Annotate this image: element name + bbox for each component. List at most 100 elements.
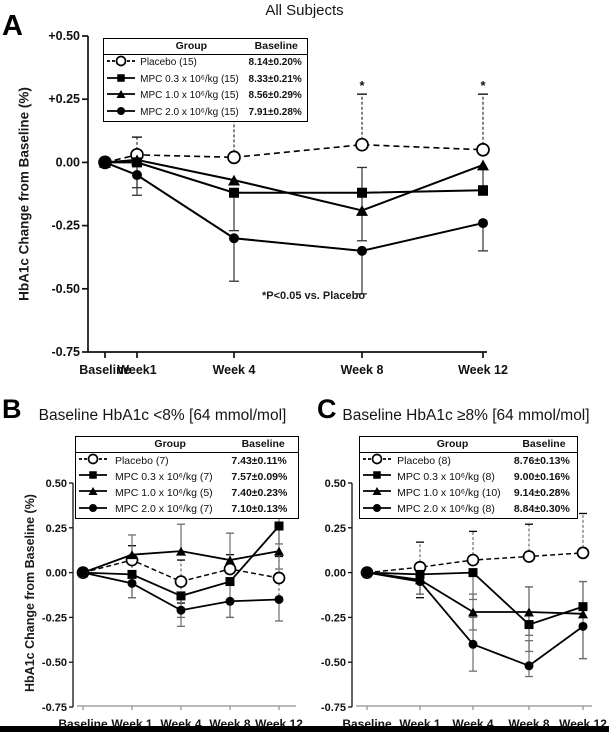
open-circle-legend-icon xyxy=(107,55,135,67)
legend-header-row: Group Baseline xyxy=(103,38,308,56)
legend-group-header: Group xyxy=(137,38,246,56)
legend-row: MPC 0.3 x 10⁶/kg (15) 8.33±0.21% xyxy=(104,72,308,89)
legend-symbol-header xyxy=(359,436,395,454)
filled-circle-legend-icon xyxy=(79,503,107,512)
legend-row: MPC 1.0 x 10⁶/kg (15) 8.56±0.29% xyxy=(104,88,308,105)
legend-group-label: MPC 0.3 x 10⁶/kg (7) xyxy=(114,470,213,483)
panel-c-letter: C xyxy=(317,394,337,424)
legend-group-label: Placebo (8) xyxy=(397,454,451,467)
legend-symbol-cell xyxy=(76,502,112,519)
filled-triangle-legend-icon xyxy=(363,487,391,496)
legend-symbol-cell xyxy=(360,469,395,485)
legend-baseline-value: 8.76±0.13% xyxy=(513,454,570,467)
legend-row: MPC 0.3 x 10⁶/kg (8) 9.00±0.16% xyxy=(360,469,578,485)
panel-A-markers-3 xyxy=(100,157,488,256)
svg-text:-0.25: -0.25 xyxy=(52,219,81,233)
filled-triangle-legend-icon xyxy=(79,487,107,496)
legend-symbol-cell xyxy=(76,469,112,485)
panel-B-markers-3 xyxy=(78,568,284,615)
svg-text:*: * xyxy=(359,78,365,93)
legend-row: MPC 2.0 x 10⁶/kg (8) 8.84±0.30% xyxy=(360,502,578,519)
legend-symbol-cell xyxy=(104,55,138,72)
svg-text:*: * xyxy=(480,78,486,93)
legend-symbol-cell xyxy=(76,485,112,501)
panel-C-markers-3 xyxy=(362,568,588,671)
legend-row: Placebo (8) 8.76±0.13% xyxy=(360,453,578,470)
open-circle-legend-icon xyxy=(363,453,391,465)
legend-group-label: MPC 1.0 x 10⁶/kg (10) xyxy=(397,486,501,499)
svg-text:0.00: 0.00 xyxy=(46,568,67,580)
panel-A-series-1 xyxy=(105,161,484,242)
legend-group-label: Placebo (7) xyxy=(114,454,169,467)
legend-group-label: MPC 1.0 x 10⁶/kg (15) xyxy=(140,90,239,102)
filled-square-legend-icon xyxy=(363,471,391,479)
panel-c-legend: Group Baseline Placebo (8) 8.76±0.13% MPC 0.… xyxy=(359,436,578,519)
legend-baseline-header: Baseline xyxy=(228,436,299,454)
legend-symbol-cell xyxy=(360,485,395,501)
panel-b-legend: Group Baseline Placebo (7) 7.43±0.11% MPC 0.… xyxy=(75,436,299,519)
legend-baseline-value: 7.91±0.28% xyxy=(248,106,302,118)
svg-text:-0.50: -0.50 xyxy=(42,657,67,669)
panel-b-letter: B xyxy=(2,394,22,424)
legend-group-header: Group xyxy=(111,436,229,454)
legend-group-label: MPC 2.0 x 10⁶/kg (8) xyxy=(397,503,495,515)
legend-baseline-header: Baseline xyxy=(245,38,308,56)
legend-symbol-cell xyxy=(360,453,395,470)
legend-baseline-value: 7.43±0.11% xyxy=(231,454,287,467)
filled-square-legend-icon xyxy=(79,471,107,479)
svg-text:0.25: 0.25 xyxy=(325,523,346,535)
panel-b-title: Baseline HbA1c <8% [64 mmol/mol] xyxy=(38,407,287,424)
open-circle-legend-icon xyxy=(79,453,107,465)
panel-B-series-2 xyxy=(82,523,283,574)
legend-group-header: Group xyxy=(394,436,511,454)
filled-circle-legend-icon xyxy=(107,106,135,115)
svg-text:Week1: Week1 xyxy=(117,363,156,377)
legend-symbol-cell xyxy=(104,72,138,89)
legend-row: Placebo (15) 8.14±0.20% xyxy=(104,55,308,72)
svg-text:-0.75: -0.75 xyxy=(52,345,81,359)
panel-a-letter: A xyxy=(2,10,23,42)
panel-a-title: All Subjects xyxy=(265,2,344,19)
legend-row: MPC 1.0 x 10⁶/kg (5) 7.40±0.23% xyxy=(76,485,299,501)
legend-row: MPC 1.0 x 10⁶/kg (10) 9.14±0.28% xyxy=(360,485,578,501)
svg-text:-0.75: -0.75 xyxy=(321,702,346,714)
filled-triangle-legend-icon xyxy=(107,90,135,99)
legend-group-label: MPC 2.0 x 10⁶/kg (15) xyxy=(140,106,239,118)
svg-text:-0.50: -0.50 xyxy=(52,282,81,296)
panel-A-series-2 xyxy=(104,158,488,212)
legend-symbol-cell xyxy=(104,105,138,122)
legend-baseline-value: 7.57±0.09% xyxy=(231,470,288,483)
legend-row: MPC 2.0 x 10⁶/kg (15) 7.91±0.28% xyxy=(104,105,308,122)
panel-A-plot: +0.50+0.250.00-0.25-0.50-0.75BaselineWee… xyxy=(48,29,508,377)
panel-C-series-3 xyxy=(366,571,587,678)
legend-baseline-value: 8.56±0.29% xyxy=(248,90,302,102)
legend-group-label: MPC 0.3 x 10⁶/kg (8) xyxy=(397,470,495,483)
svg-text:-0.25: -0.25 xyxy=(321,612,346,624)
svg-text:0.50: 0.50 xyxy=(325,478,346,490)
svg-text:0.50: 0.50 xyxy=(46,478,67,490)
legend-group-label: MPC 0.3 x 10⁶/kg (15) xyxy=(140,73,239,85)
svg-text:-0.75: -0.75 xyxy=(42,702,67,714)
legend-symbol-cell xyxy=(360,502,395,519)
svg-text:Week 12: Week 12 xyxy=(458,363,508,377)
svg-text:Baseline: Baseline xyxy=(79,363,130,377)
panel-a-ylabel: HbA1c Change from Baseline (%) xyxy=(16,87,32,301)
legend-baseline-header: Baseline xyxy=(510,436,578,454)
legend-baseline-value: 8.14±0.20% xyxy=(248,57,302,69)
legend-group-label: Placebo (15) xyxy=(140,57,197,69)
panel-b-ylabel: HbA1c Change from Baseline (%) xyxy=(23,494,37,692)
legend-row: MPC 0.3 x 10⁶/kg (7) 7.57±0.09% xyxy=(76,469,299,485)
legend-baseline-value: 9.00±0.16% xyxy=(513,470,570,483)
panel-A-series-3 xyxy=(104,161,488,295)
legend-symbol-header xyxy=(103,38,138,56)
legend-symbol-cell xyxy=(76,453,112,470)
panel-c-title: Baseline HbA1c ≥8% [64 mmol/mol] xyxy=(342,407,590,424)
svg-text:Week 8: Week 8 xyxy=(341,363,384,377)
panel-a-legend: Group Baseline Placebo (15) 8.14±0.20% MPC 0… xyxy=(103,38,308,123)
legend-symbol-header xyxy=(75,436,112,454)
filled-square-legend-icon xyxy=(107,73,135,82)
legend-header-row: Group Baseline xyxy=(75,436,299,454)
svg-text:-0.25: -0.25 xyxy=(42,612,67,624)
